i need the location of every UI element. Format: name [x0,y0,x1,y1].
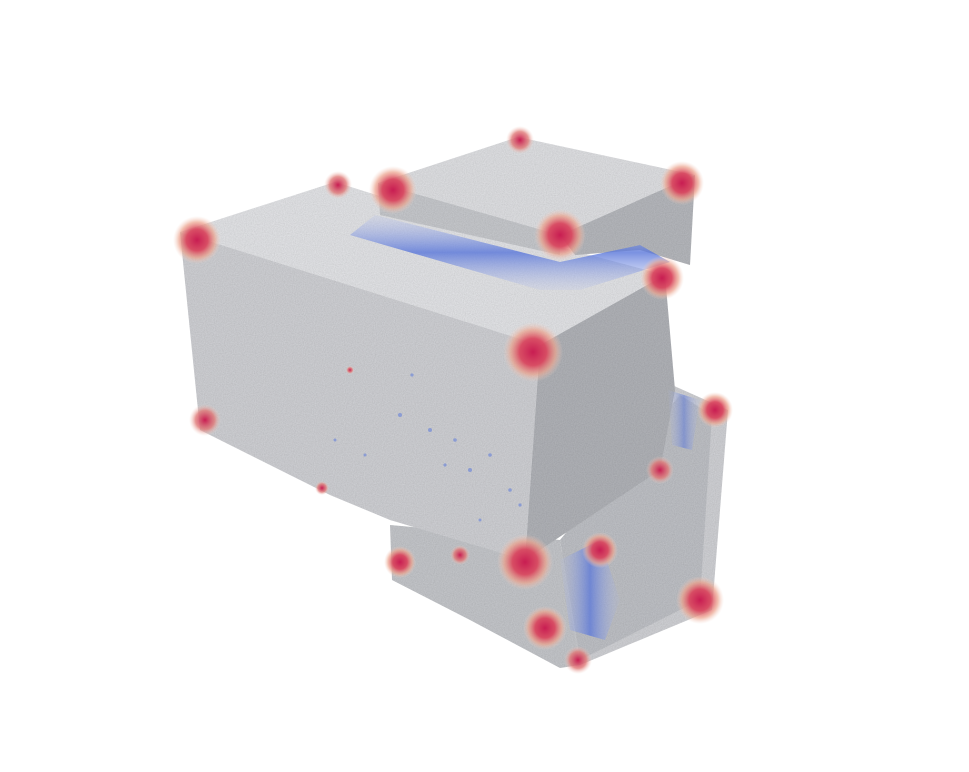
upper-block-top-face [378,137,695,235]
main-block-top-face [180,182,665,345]
l-shaped-solid [180,137,728,668]
upper-block-front-face [378,183,560,255]
main-block-front-face [180,232,540,560]
main-block-side-face [525,275,675,560]
upper-block-side-face [560,175,695,265]
high-value-regions [173,126,733,674]
